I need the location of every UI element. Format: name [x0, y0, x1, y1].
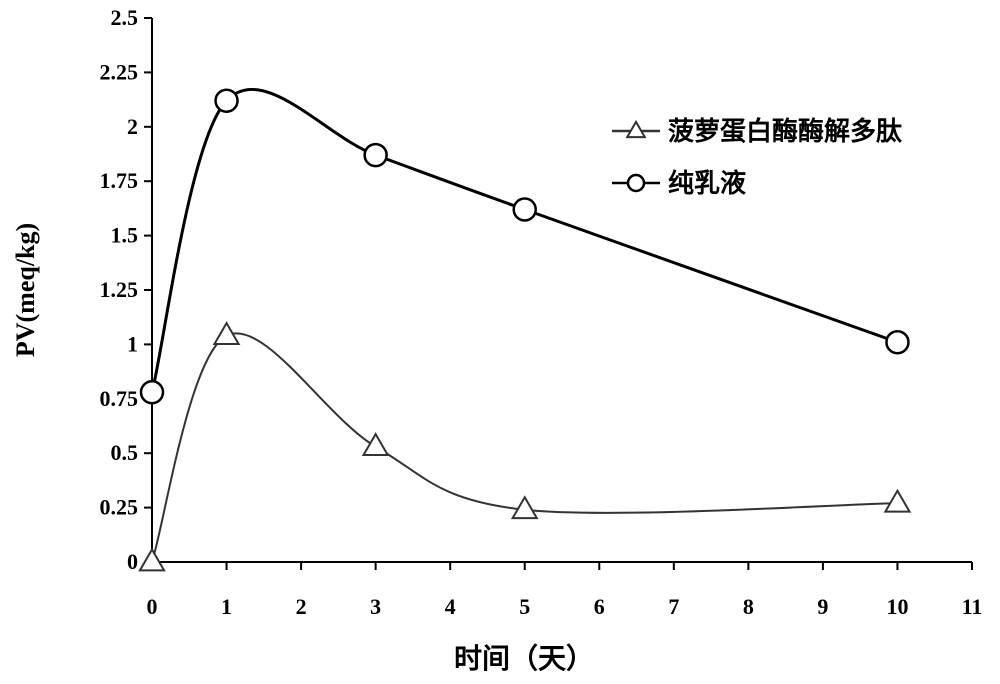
y-ticks: 0 0.25 0.5 0.75 1 1.25 1.5 1.75 2 2.25 2.5	[100, 5, 153, 574]
legend-marker-circle	[628, 175, 644, 191]
series-markers	[140, 90, 910, 571]
x-tick-label: 5	[519, 594, 530, 619]
legend: 菠萝蛋白酶酶解多肽纯乳液	[612, 116, 903, 199]
axes	[152, 18, 972, 562]
y-tick-label: 2	[127, 114, 138, 139]
y-tick-label: 0.75	[100, 386, 139, 411]
x-tick-label: 6	[594, 594, 605, 619]
y-tick-label: 1.5	[111, 223, 139, 248]
y-tick-label: 2.5	[111, 5, 139, 30]
y-tick-label: 1.25	[100, 277, 139, 302]
y-tick-label: 0.5	[111, 440, 139, 465]
x-tick-label: 3	[370, 594, 381, 619]
legend-marker-triangle	[627, 122, 645, 137]
y-tick-label: 0	[127, 549, 138, 574]
legend-label: 纯乳液	[668, 168, 746, 199]
y-tick-label: 1	[127, 331, 138, 356]
series-lines	[152, 89, 897, 562]
x-tick-label: 0	[147, 594, 158, 619]
legend-label: 菠萝蛋白酶酶解多肽	[668, 116, 903, 147]
x-tick-label: 8	[743, 594, 754, 619]
y-axis-label: PV(meq/kg)	[11, 223, 40, 357]
data-point-triangle	[140, 549, 164, 570]
x-tick-label: 9	[817, 594, 828, 619]
data-point-triangle	[885, 491, 909, 512]
data-point-circle	[514, 198, 536, 220]
x-axis-label: 时间（天）	[454, 642, 594, 675]
x-tick-label: 2	[296, 594, 307, 619]
data-point-triangle	[364, 434, 388, 455]
x-tick-label: 7	[668, 594, 679, 619]
x-tick-label: 11	[962, 594, 983, 619]
series-line-triangle	[152, 333, 897, 562]
x-ticks: 0 1 2 3 4 5 6 7 8 9 10 11	[147, 562, 983, 619]
data-point-triangle	[513, 497, 537, 518]
data-point-circle	[141, 381, 163, 403]
y-tick-label: 0.25	[100, 495, 139, 520]
x-tick-label: 10	[886, 594, 908, 619]
data-point-circle	[886, 331, 908, 353]
y-tick-label: 2.25	[100, 59, 139, 84]
x-tick-label: 1	[221, 594, 232, 619]
y-tick-label: 1.75	[100, 168, 139, 193]
x-tick-label: 4	[445, 594, 456, 619]
data-point-circle	[216, 90, 238, 112]
data-point-circle	[365, 144, 387, 166]
